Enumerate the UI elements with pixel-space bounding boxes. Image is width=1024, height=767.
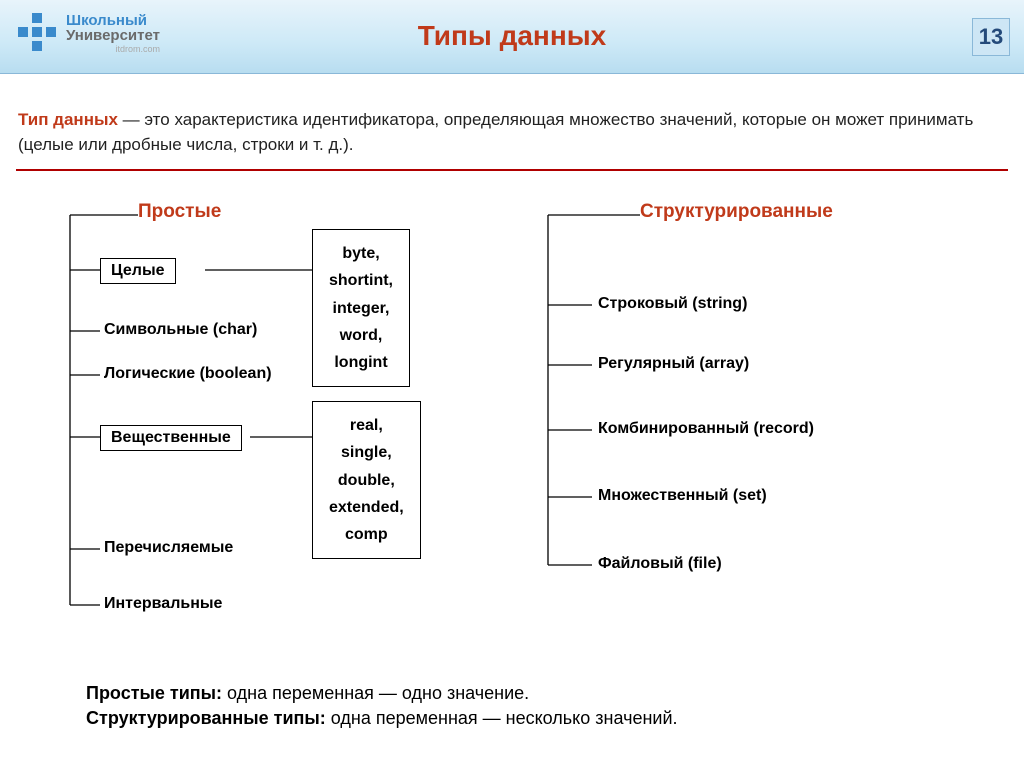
definition: Тип данных — это характеристика идентифи…	[16, 98, 1008, 171]
logo: Школьный Университет itdrom.com	[18, 12, 160, 54]
definition-text: — это характеристика идентификатора, опр…	[18, 110, 973, 154]
left-column-title: Простые	[138, 201, 221, 223]
node-range: Интервальные	[104, 595, 222, 613]
definition-term: Тип данных	[18, 110, 118, 129]
node-array: Регулярный (array)	[598, 355, 749, 373]
node-record: Комбинированный (record)	[598, 420, 814, 438]
footer-summary: Простые типы: одна переменная — одно зна…	[86, 683, 678, 733]
logo-cross-icon	[18, 13, 58, 53]
footer-simple-label: Простые типы:	[86, 683, 222, 703]
logo-line2: Университет	[66, 27, 160, 44]
node-enum: Перечисляемые	[104, 539, 233, 557]
node-real: Вещественные	[100, 425, 242, 451]
logo-text: Школьный Университет itdrom.com	[66, 12, 160, 54]
node-string: Строковый (string)	[598, 295, 747, 313]
footer-simple-text: одна переменная — одно значение.	[222, 683, 529, 703]
slide-header: Школьный Университет itdrom.com Типы дан…	[0, 0, 1024, 74]
int-type-list: byte, shortint, integer, word, longint	[312, 229, 410, 387]
type-diagram: Простые Целые Символьные (char) Логическ…	[0, 185, 1024, 665]
page-number: 13	[972, 18, 1010, 56]
node-char: Символьные (char)	[104, 321, 257, 339]
right-column-title: Структурированные	[640, 201, 833, 223]
real-type-list: real, single, double, extended, comp	[312, 401, 421, 559]
node-int: Целые	[100, 258, 176, 284]
node-set: Множественный (set)	[598, 487, 767, 505]
footer-struct-text: одна переменная — несколько значений.	[326, 708, 678, 728]
footer-struct-label: Структурированные типы:	[86, 708, 326, 728]
node-bool: Логические (boolean)	[104, 365, 272, 383]
logo-sub: itdrom.com	[66, 44, 160, 54]
node-file: Файловый (file)	[598, 555, 722, 573]
